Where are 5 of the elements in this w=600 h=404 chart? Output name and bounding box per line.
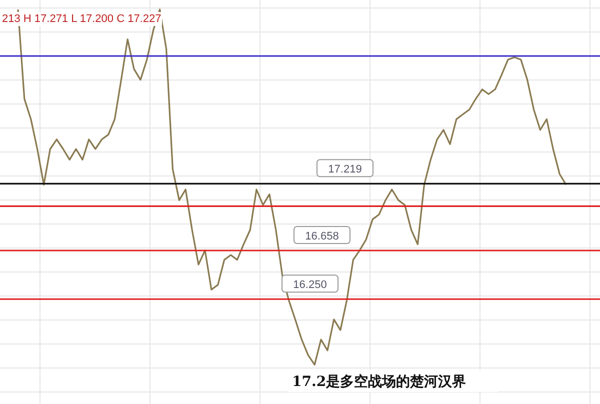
ref-line-label: 17.219 [328, 164, 362, 176]
ref-line-label: 16.658 [305, 230, 339, 243]
annotation: 213 H 17.271 L 17.200 C 17.227 [2, 13, 162, 25]
ref-line-label: 16.250 [293, 279, 327, 292]
annotation: 17.2是多空战场的楚河汉界 [292, 373, 466, 390]
